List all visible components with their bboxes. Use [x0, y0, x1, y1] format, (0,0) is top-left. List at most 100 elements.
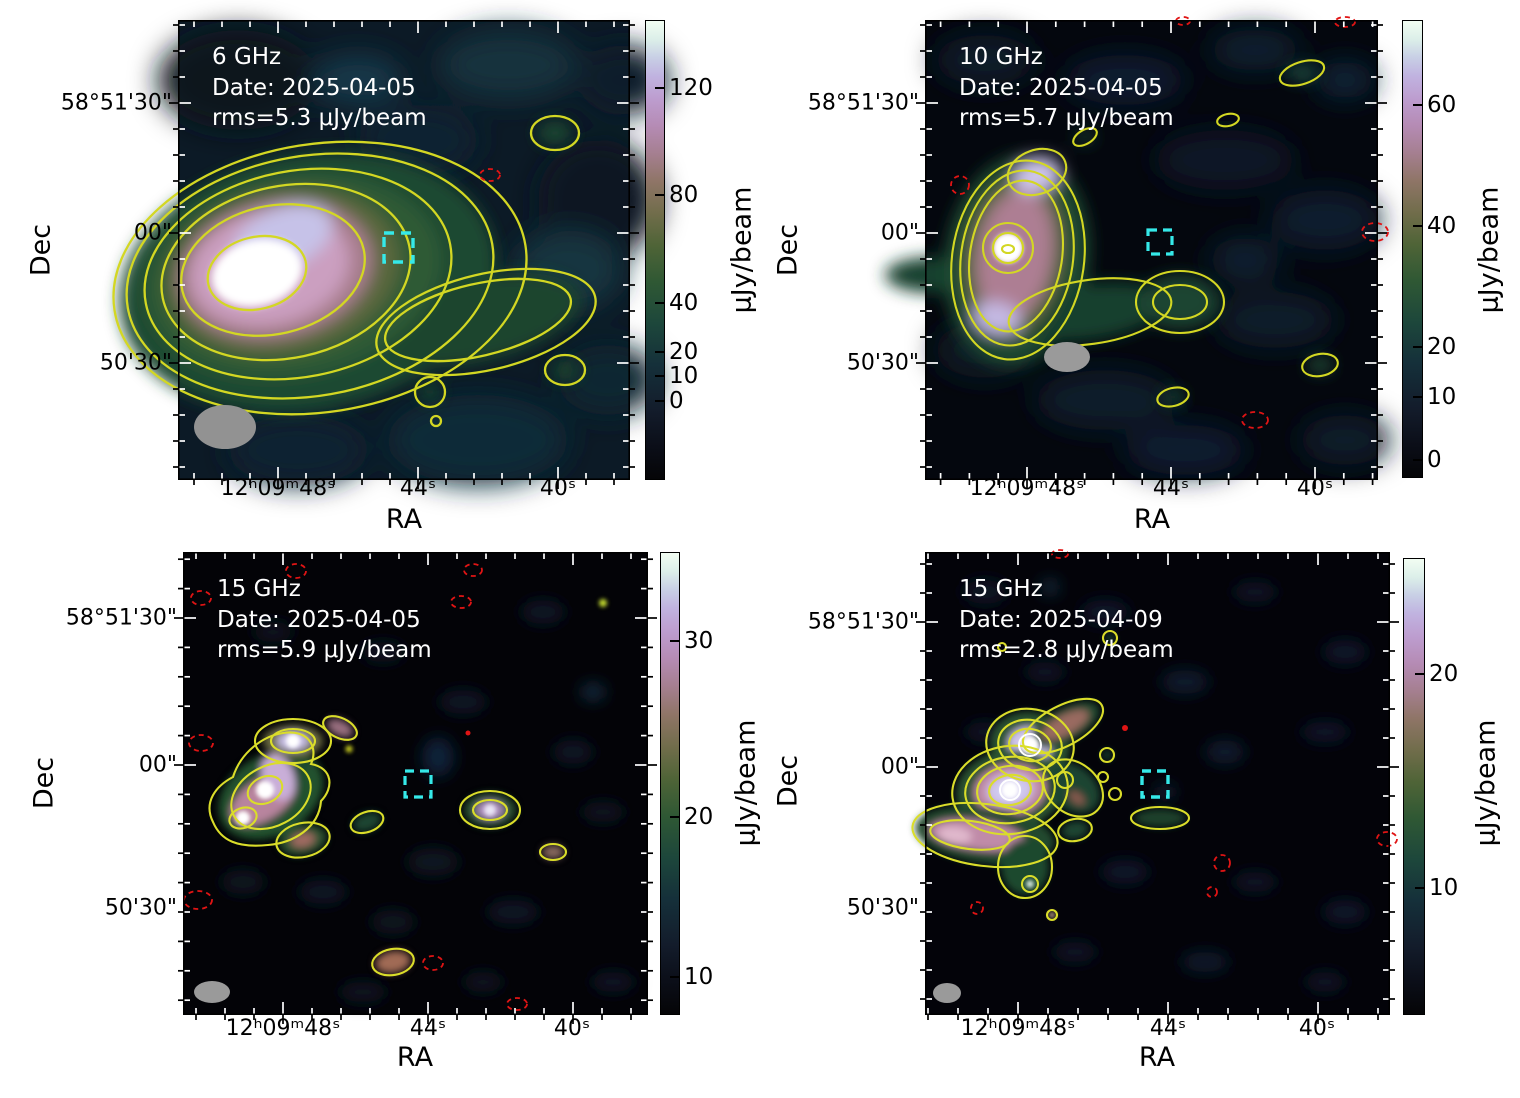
colorbar-15ghz-a: 30 20 10 [660, 552, 713, 1015]
ra-axis-label: RA [385, 504, 423, 535]
ra-axis-label: RA [1138, 1042, 1176, 1073]
rms-label: rms=5.7 μJy/beam [959, 105, 1174, 132]
panel-annotation: 6 GHz Date: 2025-04-05 rms=5.3 μJy/beam [212, 42, 427, 134]
dec-tick-label: 50'30" [846, 350, 919, 376]
dec-tick-label: 00" [880, 754, 919, 780]
colorbar-tick: 40 [1413, 213, 1456, 239]
target-marker-box [382, 231, 415, 264]
axis-ticks [169, 21, 639, 489]
colorbar-tick: 30 [670, 628, 713, 654]
positive-contours [911, 629, 1191, 922]
dec-tick-label: 58°51'30" [65, 605, 177, 631]
colorbar-tick: 10 [655, 363, 698, 389]
beam-ellipse [194, 405, 256, 449]
ra-axis-label: RA [1133, 504, 1171, 535]
rms-label: rms=5.3 μJy/beam [212, 105, 427, 132]
negative-contours [183, 563, 528, 1011]
positive-contours [112, 114, 597, 428]
negative-contours [479, 168, 501, 182]
panel-15ghz-b: 15 GHz Date: 2025-04-09 rms=2.8 μJy/beam [911, 549, 1399, 1024]
ra-tick-label: 44ˢ [1149, 1016, 1187, 1041]
dec-tick-label: 50'30" [99, 350, 172, 376]
rms-label: rms=5.9 μJy/beam [217, 637, 432, 664]
colorbar-tick: 20 [670, 804, 713, 830]
ra-tick-label: 12ʰ09ᵐ48ˢ [960, 1016, 1076, 1041]
colorbar-tick: 10 [670, 964, 713, 990]
dec-axis-label: Dec [25, 223, 57, 277]
axes-frame [183, 552, 648, 1015]
ra-tick-label: 12ʰ09ᵐ48ˢ [220, 476, 336, 501]
ra-tick-label: 44ˢ [409, 1016, 447, 1041]
colorbar-tick: 40 [655, 290, 698, 316]
colorbar-gradient [661, 553, 679, 1014]
positive-contours [950, 59, 1339, 408]
ra-tick-label: 40ˢ [1298, 1016, 1336, 1041]
colorbar-axis-label: μJy/beam [726, 186, 758, 314]
negative-dot [465, 730, 471, 736]
noise-field [221, 600, 635, 1002]
date-label: Date: 2025-04-05 [217, 606, 421, 633]
noise-field [935, 30, 1390, 475]
dec-tick-label: 00" [138, 752, 177, 778]
colorbar-tick: 0 [655, 388, 684, 414]
colorbar-tick: 80 [655, 182, 698, 208]
panel-annotation: 15 GHz Date: 2025-04-05 rms=5.9 μJy/beam [217, 574, 432, 666]
ra-axis-label: RA [396, 1042, 434, 1073]
axis-ticks [916, 21, 1387, 489]
freq-label: 6 GHz [212, 44, 282, 70]
ra-tick-label: 12ʰ09ᵐ48ˢ [225, 1016, 341, 1041]
beam-ellipse [194, 981, 230, 1003]
colorbar-tick: 20 [1415, 661, 1458, 687]
axes-frame [925, 20, 1378, 480]
colorbar-tick: 20 [1413, 334, 1456, 360]
panel-15ghz-a: 15 GHz Date: 2025-04-05 rms=5.9 μJy/beam [174, 552, 657, 1024]
colorbar-tick: 0 [1413, 447, 1442, 473]
freq-label: 10 GHz [959, 44, 1043, 70]
axis-ticks [174, 553, 657, 1024]
dec-axis-label: Dec [772, 223, 804, 277]
radio-map-15ghz-b [911, 549, 1399, 1024]
dec-tick-label: 50'30" [846, 895, 919, 921]
colorbar-gradient [646, 21, 664, 479]
colorbar-6ghz: 120 80 40 20 10 0 [645, 20, 713, 480]
freq-label: 15 GHz [217, 576, 301, 602]
dec-tick-label: 00" [880, 220, 919, 246]
dec-tick-label: 58°51'30" [807, 90, 919, 116]
colorbar-axis-label: μJy/beam [730, 719, 762, 847]
colorbar-tick: 10 [1413, 384, 1456, 410]
ra-tick-label: 12ʰ09ᵐ48ˢ [969, 476, 1085, 501]
axes-frame [925, 552, 1390, 1015]
colorbar-10ghz: 60 40 20 10 0 [1402, 20, 1456, 478]
radio-map-15ghz-a [174, 552, 657, 1024]
positive-contours [208, 715, 568, 977]
ra-tick-label: 40ˢ [1296, 476, 1334, 501]
axis-ticks [916, 553, 1399, 1024]
colorbar-tick: 60 [1413, 92, 1456, 118]
ra-tick-label: 44ˢ [1152, 476, 1190, 501]
radio-map-6ghz [112, 20, 668, 489]
panel-6ghz: 6 GHz Date: 2025-04-05 rms=5.3 μJy/beam [112, 20, 668, 489]
dec-tick-label: 58°51'30" [60, 90, 172, 116]
core-white-contours [999, 733, 1042, 801]
dec-tick-label: 58°51'30" [807, 609, 919, 635]
dec-tick-label: 50'30" [104, 895, 177, 921]
colorbar-15ghz-b: 20 10 [1403, 558, 1458, 1015]
target-marker-box [1140, 769, 1170, 799]
radio-map-10ghz [885, 16, 1390, 489]
axes-frame [178, 20, 630, 480]
colorbar-tick: 10 [1415, 875, 1458, 901]
date-label: Date: 2025-04-05 [959, 74, 1163, 101]
date-label: Date: 2025-04-05 [212, 74, 416, 101]
negative-contours [970, 549, 1398, 915]
ra-tick-label: 44ˢ [399, 476, 437, 501]
colorbar-axis-label: μJy/beam [1470, 719, 1502, 847]
panel-annotation: 10 GHz Date: 2025-04-05 rms=5.7 μJy/beam [959, 42, 1174, 134]
colorbar-tick: 120 [655, 75, 713, 101]
target-marker-box [1146, 228, 1174, 256]
target-marker-box [403, 769, 433, 799]
dec-axis-label: Dec [772, 754, 804, 808]
colorbar-tick: 20 [655, 339, 698, 365]
ra-tick-label: 40ˢ [539, 476, 577, 501]
negative-dot [1122, 725, 1128, 731]
